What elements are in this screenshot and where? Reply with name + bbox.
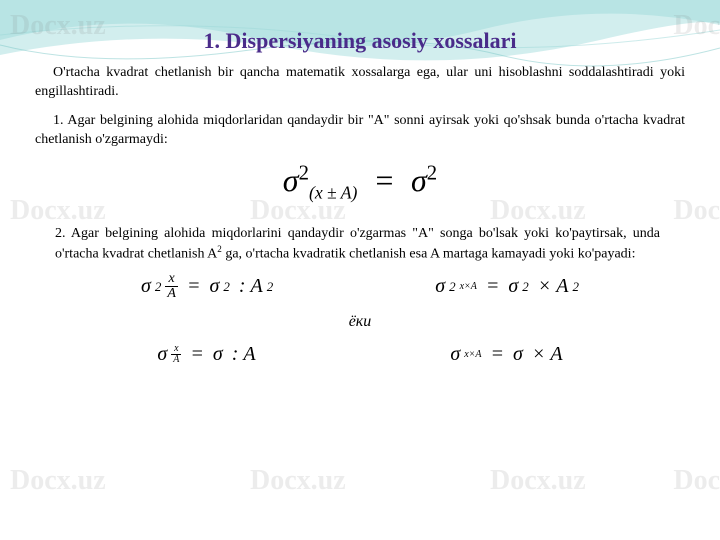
watermark: Docx.uz bbox=[10, 465, 106, 497]
paragraph-3: 2. Agar belgining alohida miqdorlarini q… bbox=[0, 216, 720, 265]
conjunction-text: ёки bbox=[0, 309, 720, 335]
formula-3-right: σx×A = σ × A bbox=[450, 343, 562, 366]
page-title: 1. Dispersiyaning asosiy xossalari bbox=[0, 0, 720, 54]
paragraph-1: O'rtacha kvadrat chetlanish bir qancha m… bbox=[0, 54, 720, 102]
formula-1: σ2(x ± A) = σ2 bbox=[0, 150, 720, 216]
formula-2-left: σ2 xA = σ2 : A2 bbox=[141, 272, 273, 301]
formula-row-3: σ xA = σ : A σx×A = σ × A bbox=[0, 335, 720, 374]
watermark: Doc bbox=[673, 465, 720, 497]
watermark: Docx.uz bbox=[250, 465, 346, 497]
formula-2-right: σ2x×A = σ2 × A2 bbox=[435, 272, 579, 301]
formula-row-2: σ2 xA = σ2 : A2 σ2x×A = σ2 × A2 bbox=[0, 264, 720, 309]
watermark: Docx.uz bbox=[490, 465, 586, 497]
paragraph-2: 1. Agar belgining alohida miqdorlaridan … bbox=[0, 102, 720, 150]
formula-3-left: σ xA = σ : A bbox=[157, 343, 255, 366]
